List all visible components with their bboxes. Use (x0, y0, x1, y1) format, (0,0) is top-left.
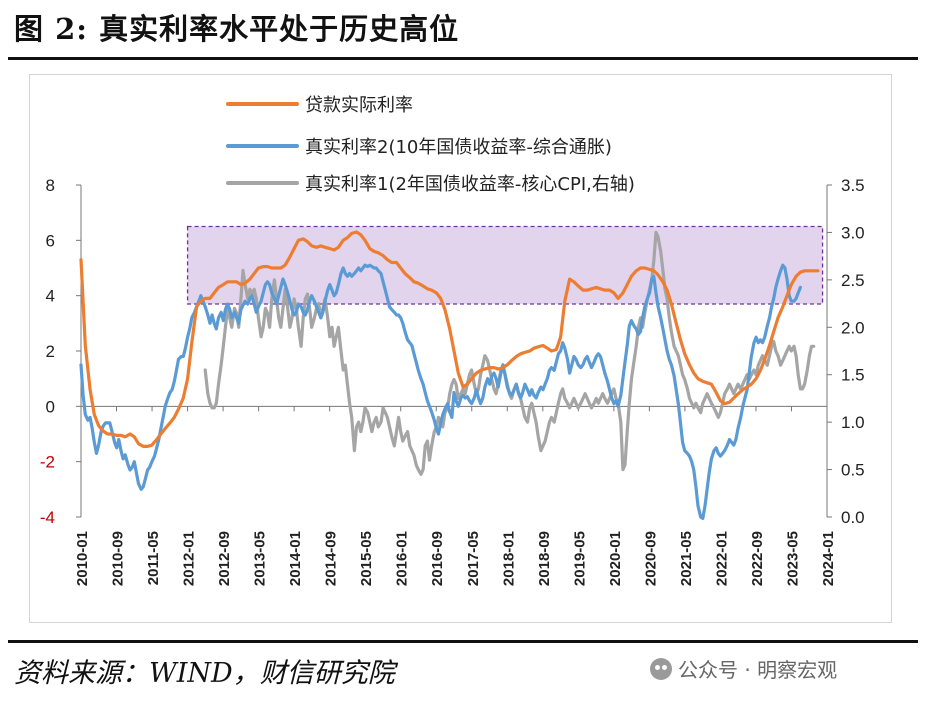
x-tick-label: 2018-09 (536, 531, 553, 586)
x-tick-label: 2010-01 (74, 531, 91, 586)
x-tick-label: 2015-05 (358, 531, 375, 586)
watermark: 公众号 · 明察宏观 (650, 654, 837, 683)
x-tick-label: 2014-01 (287, 531, 304, 586)
legend-label-0: 贷款实际利率 (305, 95, 413, 116)
highlight-band-layer (186, 225, 824, 305)
x-tick-label: 2016-09 (429, 531, 446, 586)
right-tick-label: 2.5 (841, 271, 865, 290)
right-tick-label: 3.0 (841, 223, 865, 242)
x-tick-label: 2012-01 (181, 531, 198, 586)
left-tick-label: 0 (46, 397, 55, 416)
x-tick-label: 2018-01 (500, 531, 517, 586)
right-tick-label: 1.0 (841, 413, 865, 432)
legend-label-1: 真实利率2(10年国债收益率-综合通胀) (305, 137, 612, 158)
x-tick-label: 2010-09 (110, 531, 127, 586)
wechat-icon (650, 657, 672, 680)
x-tick-label: 2020-09 (642, 531, 659, 586)
left-tick-label: 4 (46, 287, 55, 306)
bottom-rule (8, 640, 918, 643)
series-layer (79, 230, 820, 520)
left-tick-label: 6 (46, 231, 55, 250)
right-tick-label: 3.5 (841, 176, 865, 195)
right-tick-label: 0.0 (841, 508, 865, 527)
x-tick-label: 2017-05 (465, 531, 482, 586)
plot-frame (29, 74, 892, 623)
x-tick-label: 2022-09 (749, 531, 766, 586)
right-tick-label: 2.0 (841, 318, 865, 337)
left-tick-label: -4 (40, 508, 55, 527)
x-tick-label: 2011-05 (145, 531, 162, 585)
left-tick-label: -2 (40, 453, 55, 472)
watermark-text: 公众号 · 明察宏观 (678, 658, 838, 682)
x-tick-label: 2012-09 (216, 531, 233, 586)
x-tick-label: 2019-05 (571, 531, 588, 586)
series-line-0 (79, 230, 820, 448)
legend-label-2: 真实利率1(2年国债收益率-核心CPI,右轴) (305, 174, 635, 195)
x-tick-label: 2024-01 (820, 531, 837, 586)
x-tick-label: 2020-01 (607, 531, 624, 586)
source-note: 资料来源：WIND，财信研究院 (14, 658, 395, 689)
top-rule (8, 57, 918, 60)
x-tick-label: 2022-01 (713, 531, 730, 586)
x-tick-label: 2013-05 (252, 531, 269, 586)
figure-title: 图 2: 真实利率水平处于历史高位 (14, 12, 460, 46)
right-tick-label: 0.5 (841, 461, 865, 480)
right-tick-label: 1.5 (841, 366, 865, 385)
axis-layer: 8 6 4 2 0 -2 -4 3.5 3.0 2.5 2.0 1.5 1.0 0.5 0.0 2010-01… (40, 176, 865, 586)
series-line-1 (79, 263, 802, 520)
x-tick-label: 2014-09 (323, 531, 340, 586)
x-tick-label: 2016-01 (394, 531, 411, 586)
left-tick-label: 2 (46, 342, 55, 361)
left-tick-label: 8 (46, 176, 55, 195)
x-tick-label: 2023-05 (784, 531, 801, 586)
highlight-band (186, 225, 824, 305)
x-tick-label: 2021-05 (678, 531, 695, 586)
